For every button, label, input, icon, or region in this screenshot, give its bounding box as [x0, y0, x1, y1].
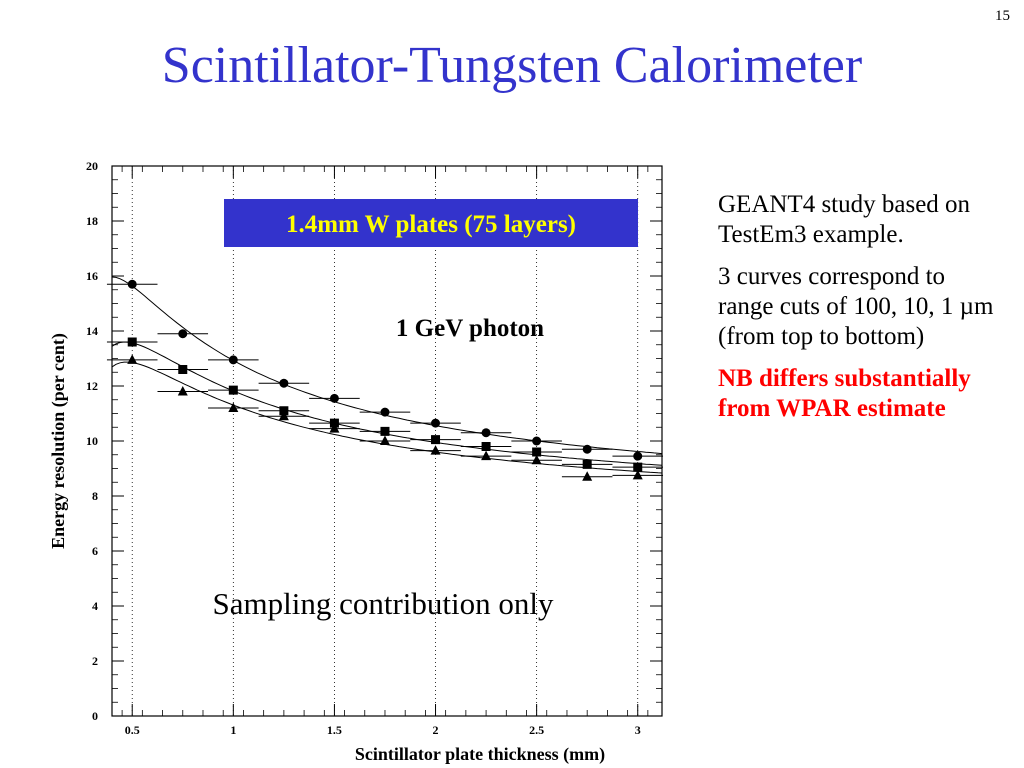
y-tick-label: 6 — [92, 544, 98, 558]
annotation-particle: 1 GeV photon — [396, 315, 544, 342]
y-tick-label: 10 — [86, 434, 98, 448]
data-points — [106, 279, 664, 481]
note-nb-warning: NB differs substantially from WPAR estim… — [718, 365, 971, 422]
data-point-square — [380, 426, 390, 436]
data-point-circle — [633, 451, 643, 461]
y-tick-label: 16 — [86, 269, 98, 283]
data-point-triangle — [632, 469, 643, 480]
data-point-circle — [279, 378, 289, 388]
data-point-square — [532, 447, 542, 457]
x-tick-label: 3 — [635, 723, 641, 737]
slide-title: Scintillator-Tungsten Calorimeter — [161, 37, 863, 94]
data-point-triangle — [531, 454, 542, 465]
data-point-circle — [228, 355, 238, 365]
data-point-triangle — [379, 435, 390, 445]
data-point-square — [582, 459, 592, 469]
fit-curve-triangle — [111, 361, 663, 474]
y-tick-label: 4 — [92, 599, 98, 613]
y-axis-label: Energy resolution (per cent) — [48, 333, 69, 549]
x-tick-label: 2 — [433, 723, 439, 737]
data-point-circle — [127, 279, 137, 289]
energy-resolution-chart: 0.5 1 1.5 2 2.5 3 0 2 4 6 8 10 12 14 16 18 20 1.4mm W pl… — [48, 159, 664, 765]
data-point-square — [178, 365, 188, 374]
data-point-triangle — [228, 402, 239, 412]
x-tick-label: 1.5 — [327, 723, 342, 737]
x-axis-label: Scintillator plate thickness (mm) — [355, 744, 605, 765]
y-tick-label: 2 — [92, 654, 98, 668]
y-tick-label: 0 — [92, 709, 98, 723]
data-point-triangle — [582, 471, 593, 481]
data-point-circle — [582, 444, 592, 454]
data-point-circle — [532, 436, 542, 446]
data-point-square — [431, 435, 441, 445]
note-range-cuts: 3 curves correspond to range cuts of 100… — [718, 263, 994, 350]
note-geant4: GEANT4 study based on TestEm3 example. — [718, 191, 971, 248]
side-notes: GEANT4 study based on TestEm3 example. 3… — [718, 190, 998, 436]
annotation-box — [224, 199, 638, 247]
data-point-square — [228, 385, 238, 395]
y-tick-label: 14 — [86, 324, 98, 338]
fit-curve-square — [111, 341, 663, 466]
data-point-square — [633, 462, 643, 472]
x-tick-label: 0.5 — [125, 723, 140, 737]
data-point-triangle — [278, 410, 289, 421]
data-point-square — [127, 337, 137, 347]
data-point-circle — [178, 329, 188, 339]
y-tick-label: 12 — [86, 379, 98, 393]
data-point-triangle — [430, 445, 441, 455]
data-point-triangle — [481, 450, 492, 461]
data-point-square — [481, 442, 491, 451]
y-tick-label: 8 — [92, 489, 98, 503]
y-tick-label: 18 — [86, 214, 98, 228]
x-tick-label: 1 — [230, 723, 236, 737]
data-point-circle — [481, 428, 491, 438]
x-tick-label: 2.5 — [529, 723, 544, 737]
data-point-circle — [329, 393, 339, 403]
annotation-box-label: 1.4mm W plates (75 layers) — [286, 211, 576, 238]
data-point-triangle — [127, 354, 138, 364]
axis-ticks: 0.5 1 1.5 2 2.5 3 0 2 4 6 8 10 12 14 16 18 20 — [86, 159, 662, 737]
data-point-circle — [380, 407, 390, 417]
slide-number: 15 — [995, 8, 1010, 24]
data-point-triangle — [177, 386, 188, 396]
y-tick-label: 20 — [86, 159, 98, 173]
data-point-triangle — [329, 423, 340, 433]
data-point-circle — [431, 418, 441, 428]
annotation-sampling-note: Sampling contribution only — [213, 586, 554, 621]
